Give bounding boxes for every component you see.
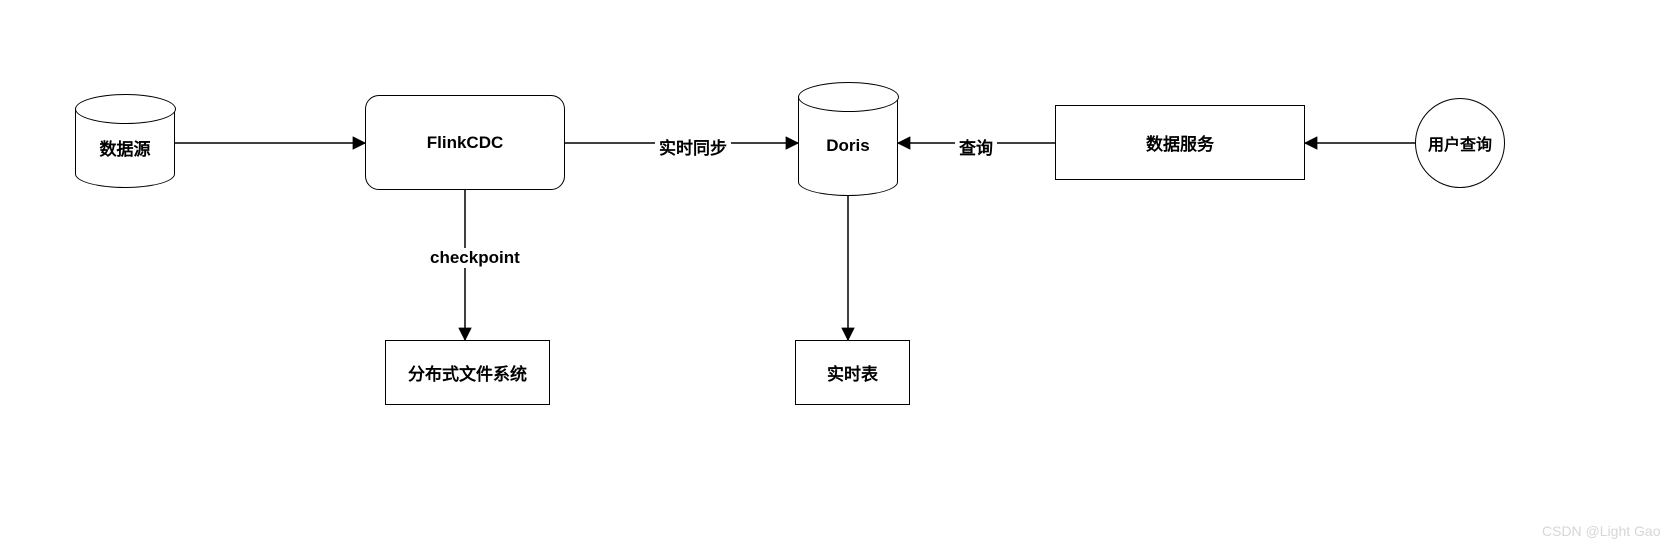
node-userquery: 用户查询 bbox=[1415, 98, 1505, 188]
node-doris-label: Doris bbox=[826, 136, 869, 156]
node-dataservice-label: 数据服务 bbox=[1146, 130, 1214, 155]
node-rttable: 实时表 bbox=[795, 340, 910, 405]
node-rttable-label: 实时表 bbox=[827, 360, 878, 385]
node-dataservice: 数据服务 bbox=[1055, 105, 1305, 180]
watermark: CSDN @Light Gao bbox=[1542, 523, 1660, 539]
node-flinkcdc-label: FlinkCDC bbox=[427, 133, 504, 153]
node-userquery-label: 用户查询 bbox=[1428, 131, 1492, 155]
node-datasource: 数据源 bbox=[75, 108, 175, 188]
node-dfs-label: 分布式文件系统 bbox=[408, 360, 527, 385]
node-doris: Doris bbox=[798, 96, 898, 196]
node-datasource-label: 数据源 bbox=[100, 135, 151, 160]
edge-label-sync: 实时同步 bbox=[655, 134, 731, 159]
edge-label-query: 查询 bbox=[955, 134, 997, 159]
edge-label-checkpoint: checkpoint bbox=[426, 248, 524, 268]
node-dfs: 分布式文件系统 bbox=[385, 340, 550, 405]
node-flinkcdc: FlinkCDC bbox=[365, 95, 565, 190]
